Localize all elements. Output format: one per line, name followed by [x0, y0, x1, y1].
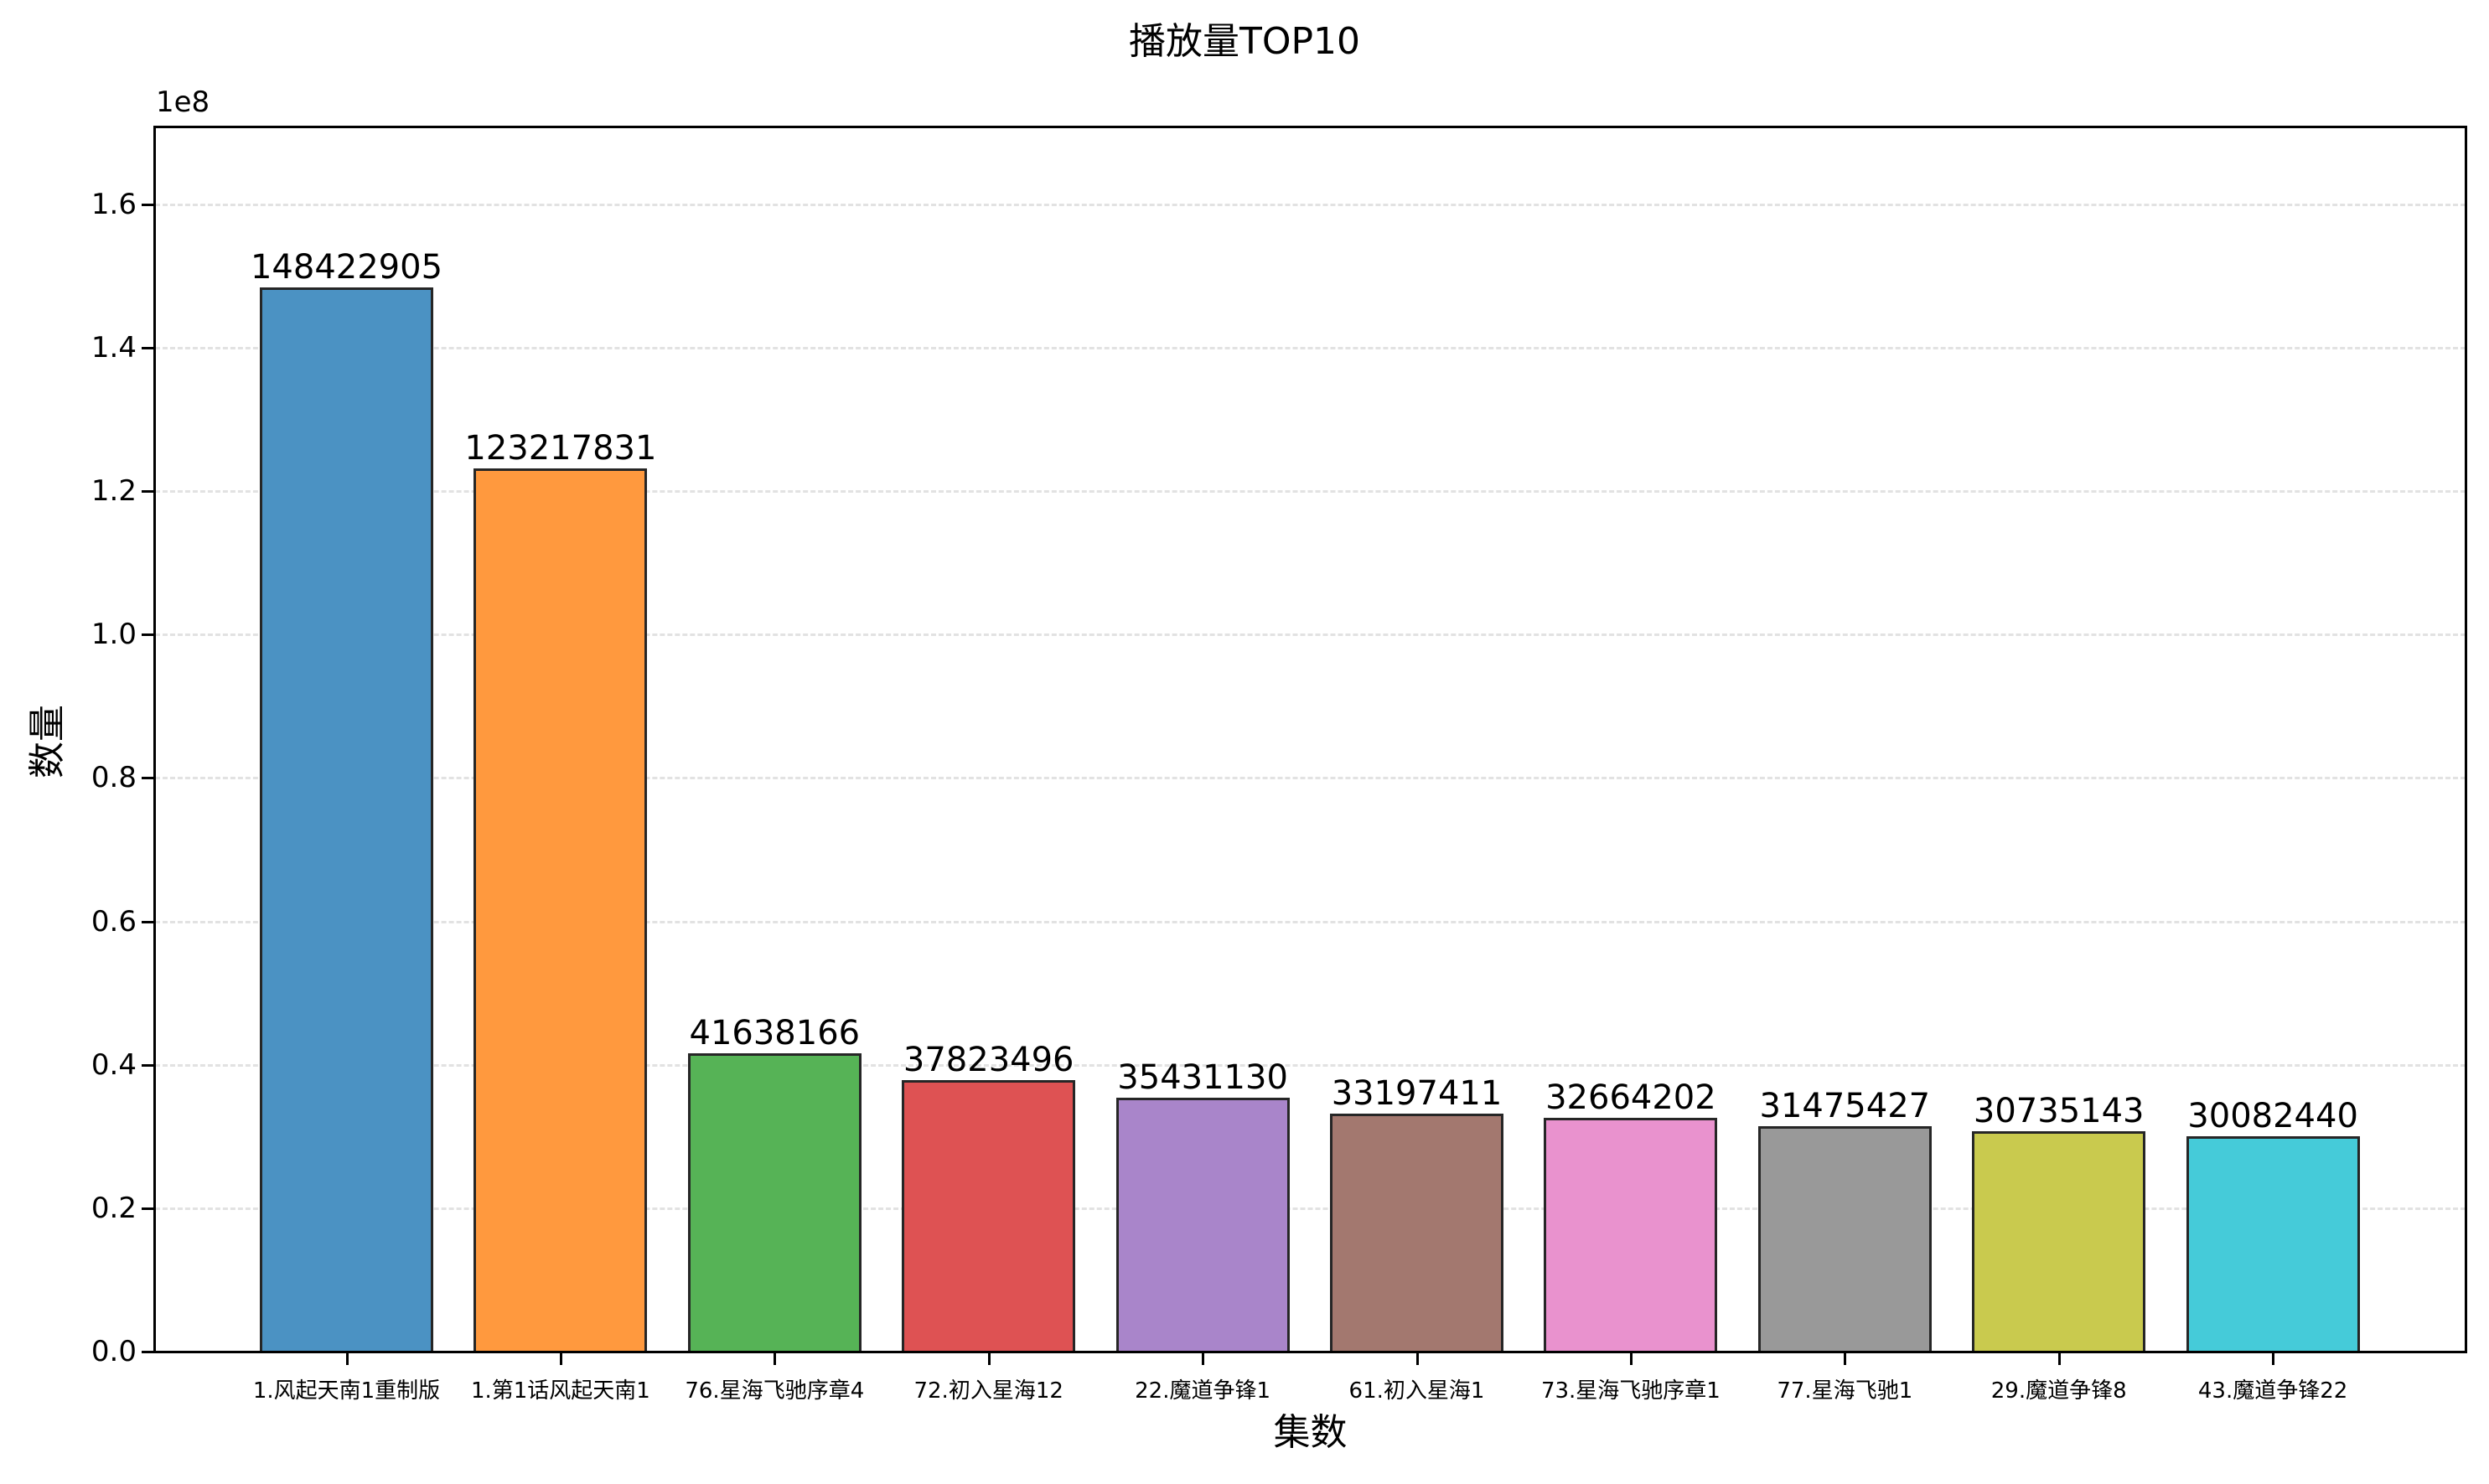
bar: [2186, 1135, 2360, 1353]
x-tick: [1844, 1353, 1847, 1365]
bar: [1972, 1131, 2146, 1353]
y-gridline: [155, 777, 2466, 780]
bar: [1757, 1125, 1932, 1353]
x-tick: [2272, 1353, 2275, 1365]
y-tick-label: 0.2: [91, 1191, 137, 1225]
plot-area: 0.0 0.2 0.4 0.6 0.8 1.0 1.2 1.4 1.6 148422905 1.风起…: [91, 127, 2466, 1404]
bar-value-label: 35431130: [1117, 1057, 1288, 1097]
x-tick-label: 1.风起天南1重制版: [252, 1378, 441, 1404]
y-tick: [142, 203, 153, 206]
bar-value-label: 123217831: [464, 428, 657, 468]
bar: [902, 1080, 1076, 1353]
bar: [687, 1052, 862, 1353]
y-gridline: [155, 347, 2466, 350]
x-tick: [2057, 1353, 2061, 1365]
y-tick: [142, 920, 153, 923]
y-tick-label: 0.0: [91, 1335, 137, 1368]
y-tick: [142, 347, 153, 350]
bar-value-label: 30082440: [2187, 1096, 2358, 1135]
y-tick: [142, 1207, 153, 1210]
x-tick-label: 73.星海飞驰序章1: [1540, 1378, 1721, 1404]
x-tick-label: 22.魔道争锋1: [1135, 1378, 1271, 1404]
y-gridline: [155, 1207, 2466, 1210]
x-tick-label: 29.魔道争锋8: [1990, 1378, 2127, 1404]
bar: [260, 287, 433, 1353]
y-tick: [142, 633, 153, 637]
x-axis-label: 集数: [1273, 1411, 1348, 1454]
x-tick: [987, 1353, 991, 1365]
bar: [1330, 1113, 1503, 1353]
y-gridline: [155, 1063, 2466, 1067]
y-tick-label: 1.0: [91, 618, 137, 652]
bar: [473, 468, 648, 1353]
x-tick: [345, 1353, 349, 1365]
bar-value-label: 32664202: [1545, 1078, 1716, 1117]
bar-value-label: 30735143: [1973, 1092, 2145, 1131]
bar-value-label: 41638166: [689, 1013, 861, 1052]
x-tick-label: 72.初入星海12: [913, 1378, 1063, 1404]
bar-value-label: 148422905: [250, 248, 443, 287]
y-tick: [142, 1063, 153, 1067]
bar-value-label: 33197411: [1331, 1073, 1503, 1113]
y-tick-label: 1.2: [91, 474, 137, 509]
y-gridline: [155, 920, 2466, 923]
x-tick: [1415, 1353, 1419, 1365]
y-tick-label: 0.6: [91, 904, 137, 938]
x-tick: [774, 1353, 777, 1365]
bar-value-label: 37823496: [903, 1041, 1074, 1080]
y-gridline: [155, 203, 2466, 206]
bar: [1115, 1097, 1290, 1353]
x-tick: [1202, 1353, 1205, 1365]
x-tick-label: 1.第1话风起天南1: [470, 1378, 650, 1404]
x-tick: [559, 1353, 562, 1365]
x-tick-label: 61.初入星海1: [1348, 1378, 1485, 1404]
y-tick-label: 1.4: [91, 331, 137, 365]
bar-value-label: 31475427: [1759, 1086, 1931, 1125]
chart-title: 播放量TOP10: [1128, 20, 1361, 63]
x-tick: [1629, 1353, 1633, 1365]
y-tick-label: 0.4: [91, 1047, 137, 1082]
y-tick: [142, 777, 153, 780]
y-tick: [142, 490, 153, 494]
y-axis-offset-text: 1e8: [156, 85, 210, 119]
x-tick-label: 43.魔道争锋22: [2197, 1378, 2348, 1404]
x-tick-label: 77.星海飞驰1: [1777, 1378, 1913, 1404]
y-gridline: [155, 490, 2466, 494]
y-tick: [142, 1351, 153, 1353]
bar: [1544, 1117, 1718, 1353]
y-tick-label: 1.6: [91, 187, 137, 221]
x-tick-label: 76.星海飞驰序章4: [685, 1378, 865, 1404]
y-tick-label: 0.8: [91, 761, 137, 795]
y-gridline: [155, 633, 2466, 637]
